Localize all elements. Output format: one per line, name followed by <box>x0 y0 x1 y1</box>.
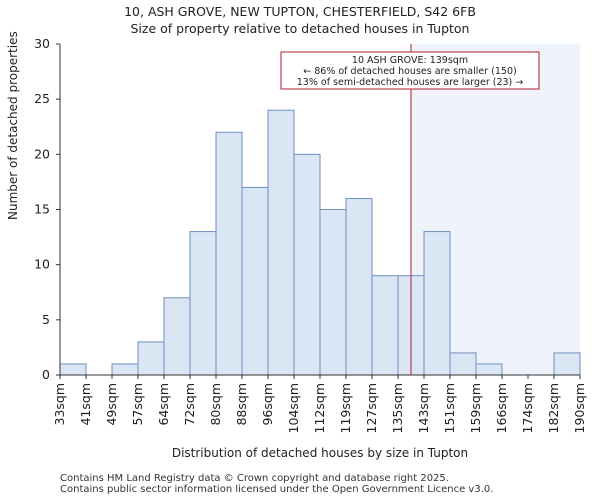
y-tick-label-20: 20 <box>34 146 50 161</box>
x-tick-label-127sqm: 127sqm <box>364 383 379 433</box>
x-tick-label-119sqm: 119sqm <box>338 383 353 433</box>
x-tick-label-190sqm: 190sqm <box>572 383 587 433</box>
x-tick-label-96sqm: 96sqm <box>260 383 275 426</box>
bar-64sqm <box>163 297 191 376</box>
bar-57sqm <box>137 341 165 376</box>
bar-127sqm <box>371 275 399 376</box>
bar-112sqm <box>319 209 347 376</box>
bar-88sqm <box>241 186 269 376</box>
x-tick-label-41sqm: 41sqm <box>78 383 93 426</box>
bar-119sqm <box>345 197 373 376</box>
y-tick-label-15: 15 <box>34 202 50 217</box>
y-tick-label-5: 5 <box>42 312 50 327</box>
x-tick-label-64sqm: 64sqm <box>156 383 171 426</box>
x-tick-label-143sqm: 143sqm <box>416 383 431 433</box>
y-tick-label-30: 30 <box>34 36 50 51</box>
chart-subtitle: Size of property relative to detached ho… <box>130 21 470 36</box>
y-axis-label: Number of detached properties <box>6 31 20 220</box>
x-tick-label-159sqm: 159sqm <box>468 383 483 433</box>
x-tick-label-33sqm: 33sqm <box>52 383 67 426</box>
footer-licence: Contains public sector information licen… <box>60 484 494 495</box>
x-tick-label-166sqm: 166sqm <box>494 383 509 433</box>
x-tick-label-80sqm: 80sqm <box>208 383 223 426</box>
x-tick-label-135sqm: 135sqm <box>390 383 405 433</box>
chart-title: 10, ASH GROVE, NEW TUPTON, CHESTERFIELD,… <box>124 4 476 19</box>
annotation-line-1: 10 ASH GROVE: 139sqm <box>352 55 468 66</box>
x-tick-label-112sqm: 112sqm <box>312 383 327 433</box>
bar-49sqm <box>111 363 139 376</box>
bar-96sqm <box>267 109 295 376</box>
bar-33sqm <box>59 363 87 376</box>
bar-151sqm <box>449 352 477 376</box>
bar-159sqm <box>475 363 503 376</box>
x-tick-label-104sqm: 104sqm <box>286 383 301 433</box>
bar-143sqm <box>423 231 451 376</box>
annotation-box <box>280 51 540 90</box>
y-tick-label-0: 0 <box>42 367 50 382</box>
footer-copyright: Contains HM Land Registry data © Crown c… <box>60 473 449 484</box>
bar-72sqm <box>189 231 217 376</box>
x-tick-label-49sqm: 49sqm <box>104 383 119 426</box>
bar-104sqm <box>293 153 321 376</box>
x-tick-label-182sqm: 182sqm <box>546 383 561 433</box>
x-axis-label: Distribution of detached houses by size … <box>171 446 469 460</box>
x-tick-label-72sqm: 72sqm <box>182 383 197 426</box>
x-tick-label-57sqm: 57sqm <box>130 383 145 426</box>
annotation-line-3: 13% of semi-detached houses are larger (… <box>297 77 524 88</box>
y-tick-label-25: 25 <box>34 91 50 106</box>
x-tick-label-88sqm: 88sqm <box>234 383 249 426</box>
bar-182sqm <box>553 352 581 376</box>
y-tick-label-10: 10 <box>34 257 50 272</box>
annotation-line-2: ← 86% of detached houses are smaller (15… <box>303 66 516 77</box>
bar-80sqm <box>215 131 243 376</box>
x-tick-label-174sqm: 174sqm <box>520 383 535 433</box>
x-tick-label-151sqm: 151sqm <box>442 383 457 433</box>
